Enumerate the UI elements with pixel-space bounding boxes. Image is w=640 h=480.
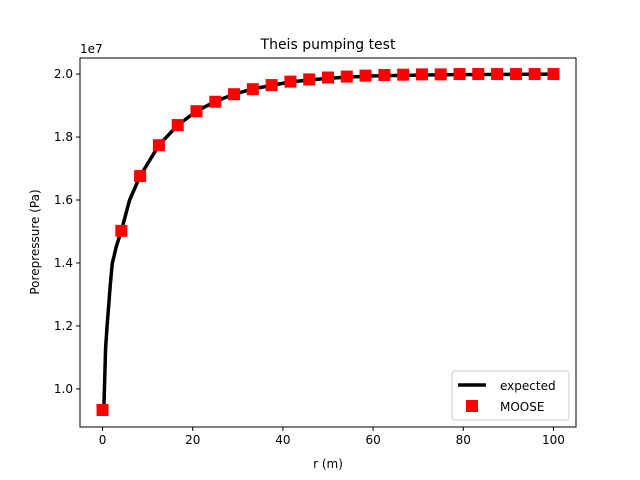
moose-data-point bbox=[96, 403, 109, 416]
legend-moose-marker bbox=[466, 400, 478, 412]
moose-data-point bbox=[134, 170, 147, 183]
moose-data-point bbox=[547, 68, 560, 81]
moose-data-point bbox=[472, 68, 485, 81]
moose-data-point bbox=[322, 71, 334, 84]
moose-data-point bbox=[359, 69, 372, 82]
moose-data-point bbox=[190, 105, 203, 118]
x-tick-label: 100 bbox=[542, 433, 565, 447]
y-tick-label: 1.6 bbox=[54, 193, 73, 207]
moose-data-point bbox=[397, 68, 410, 81]
x-tick-label: 60 bbox=[365, 433, 380, 447]
moose-data-point bbox=[509, 68, 522, 81]
moose-data-point bbox=[340, 70, 353, 83]
moose-data-point bbox=[528, 68, 541, 81]
y-axis-label: Porepressure (Pa) bbox=[28, 189, 42, 294]
y-tick-label: 2.0 bbox=[54, 67, 73, 81]
plot-frame bbox=[79, 57, 577, 428]
x-tick-label: 20 bbox=[185, 433, 200, 447]
y-tick-label: 1.4 bbox=[54, 256, 73, 270]
moose-data-point bbox=[453, 68, 466, 81]
moose-data-point bbox=[284, 75, 297, 88]
x-tick-label: 40 bbox=[275, 433, 290, 447]
y-offset-label: 1e7 bbox=[80, 42, 103, 56]
x-tick-label: 80 bbox=[456, 433, 471, 447]
moose-data-point bbox=[265, 79, 278, 92]
legend-moose-label: MOOSE bbox=[500, 400, 544, 414]
moose-data-point bbox=[152, 139, 165, 152]
moose-data-point bbox=[228, 88, 241, 101]
chart-title: Theis pumping test bbox=[260, 37, 396, 53]
y-tick-label: 1.8 bbox=[54, 130, 73, 144]
legend-expected-label: expected bbox=[500, 379, 556, 393]
y-tick-label: 1.0 bbox=[54, 382, 73, 396]
moose-data-point bbox=[378, 69, 391, 82]
x-axis-label: r (m) bbox=[313, 457, 343, 471]
legend: expected MOOSE bbox=[451, 370, 570, 421]
expected-series-line bbox=[102, 72, 554, 407]
moose-data-point bbox=[303, 73, 316, 86]
y-tick-label: 1.2 bbox=[54, 319, 73, 333]
x-tick-label: 0 bbox=[99, 433, 107, 447]
moose-data-point bbox=[115, 224, 128, 237]
moose-data-point bbox=[415, 68, 428, 81]
moose-data-point bbox=[171, 119, 184, 132]
moose-data-point bbox=[209, 95, 222, 108]
moose-data-point bbox=[434, 68, 447, 81]
moose-data-point bbox=[491, 68, 504, 81]
moose-data-point bbox=[246, 83, 259, 96]
